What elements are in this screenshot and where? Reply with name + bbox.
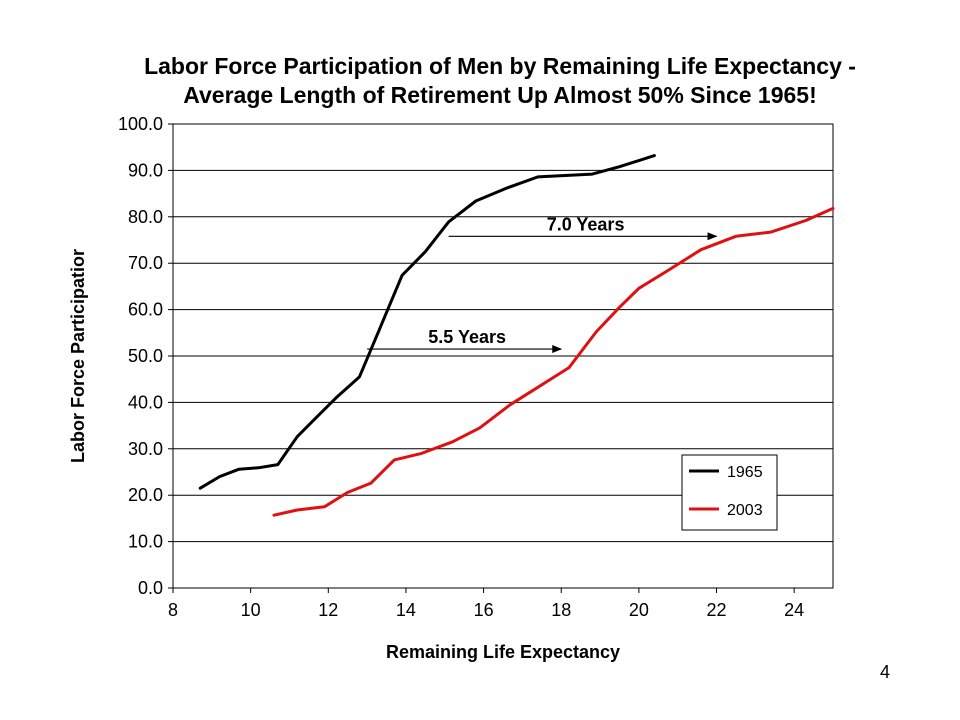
- axis-ticks: 0.0 10.0 20.0 30.0 40.0 50.0 60.0 70.0 80.0 90.0 1…: [118, 114, 804, 620]
- y-tick-label: 0.0: [138, 578, 163, 598]
- series-line-2003: [272, 206, 835, 517]
- chart-title-line-1: Labor Force Participation of Men by Rema…: [144, 53, 856, 79]
- y-tick-label: 20.0: [128, 485, 163, 505]
- x-tick-label: 20: [629, 600, 649, 620]
- y-tick-label: 70.0: [128, 253, 163, 273]
- y-tick-label: 90.0: [128, 160, 163, 180]
- y-tick-label: 80.0: [128, 207, 163, 227]
- x-tick-label: 14: [396, 600, 416, 620]
- y-tick-label: 100.0: [118, 114, 163, 134]
- chart-title: Labor Force Participation of Men by Rema…: [100, 52, 900, 110]
- annotation-label: 7.0 Years: [547, 214, 625, 234]
- y-axis-label: Labor Force Participatior: [68, 249, 88, 463]
- y-tick-label: 40.0: [128, 392, 163, 412]
- series-lines: [198, 154, 835, 517]
- y-tick-label: 60.0: [128, 300, 163, 320]
- y-tick-label: 50.0: [128, 346, 163, 366]
- series-line-1965: [198, 154, 656, 490]
- annotations: 7.0 Years 5.5 Years: [367, 214, 718, 354]
- legend-box: [681, 454, 778, 531]
- x-axis-label: Remaining Life Expectancy: [386, 642, 620, 662]
- slide-number: 4: [880, 662, 891, 682]
- legend: 1965 2003: [681, 454, 778, 531]
- x-tick-label: 12: [318, 600, 338, 620]
- annotation-label: 5.5 Years: [428, 327, 506, 347]
- y-tick-label: 30.0: [128, 439, 163, 459]
- chart-title-line-2: Average Length of Retirement Up Almost 5…: [183, 82, 817, 108]
- legend-label-1965: 1965: [727, 464, 763, 481]
- x-tick-label: 16: [474, 600, 494, 620]
- x-tick-label: 8: [168, 600, 178, 620]
- gridlines: [173, 169, 833, 543]
- legend-label-2003: 2003: [727, 502, 763, 519]
- x-tick-label: 24: [784, 600, 804, 620]
- x-tick-label: 22: [707, 600, 727, 620]
- x-tick-label: 18: [551, 600, 571, 620]
- y-tick-label: 10.0: [128, 532, 163, 552]
- x-tick-label: 10: [241, 600, 261, 620]
